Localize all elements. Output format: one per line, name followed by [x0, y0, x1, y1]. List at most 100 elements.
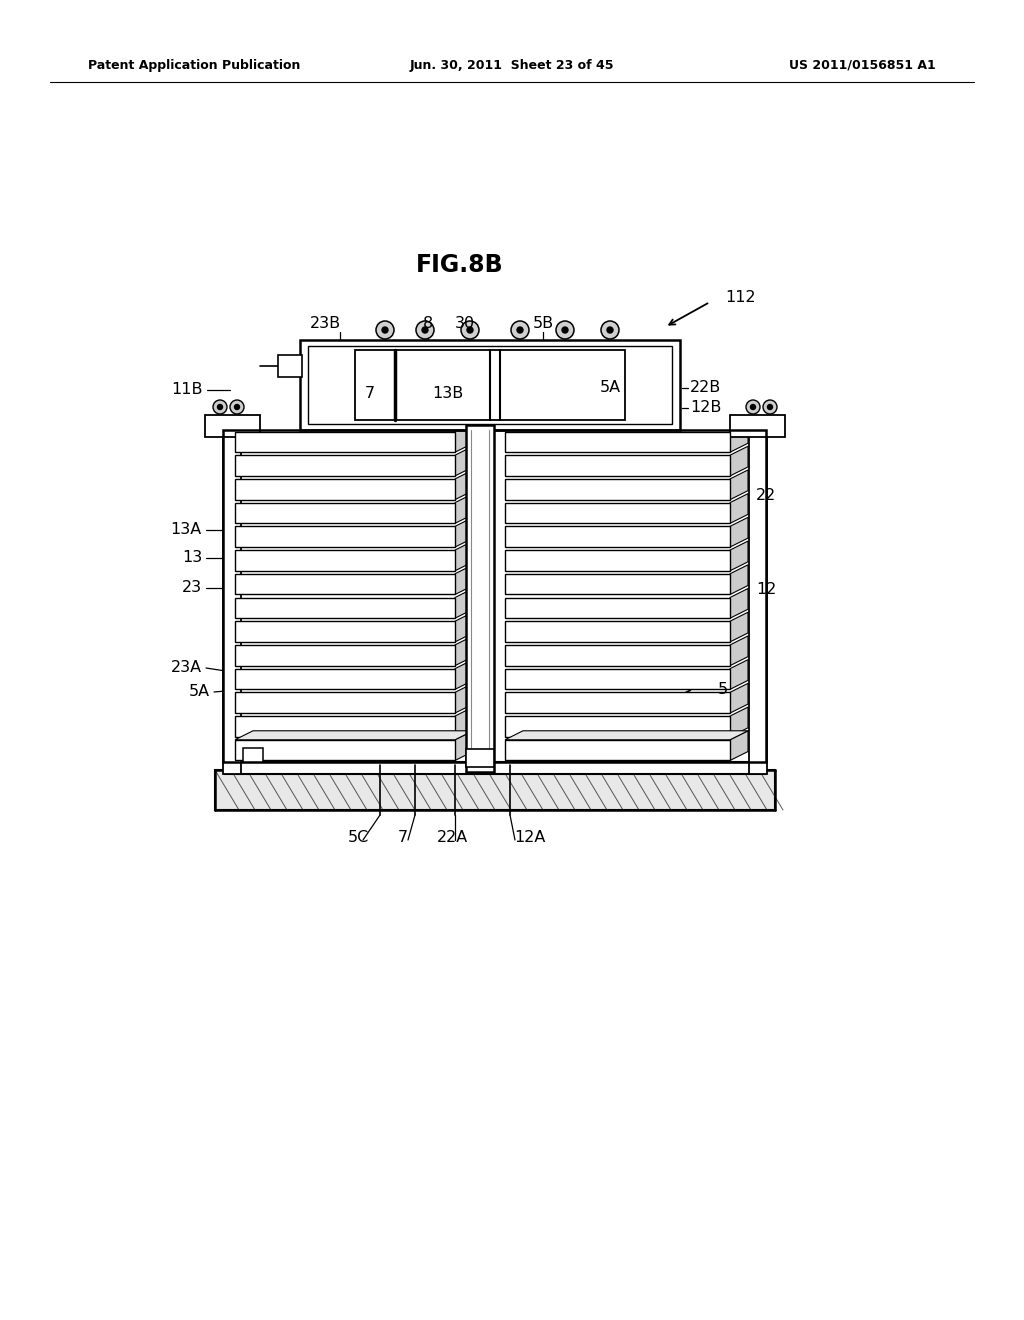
Polygon shape — [455, 422, 473, 453]
Polygon shape — [455, 612, 473, 642]
Bar — [466, 425, 494, 772]
Text: 12A: 12A — [514, 829, 546, 845]
Circle shape — [422, 327, 428, 333]
Circle shape — [461, 321, 479, 339]
Bar — [505, 527, 730, 546]
Polygon shape — [730, 517, 748, 546]
Text: 8: 8 — [423, 315, 433, 330]
Polygon shape — [455, 470, 473, 500]
Text: 22: 22 — [756, 487, 776, 503]
Polygon shape — [730, 612, 748, 642]
Bar — [730, 414, 785, 437]
Text: 30: 30 — [455, 315, 475, 330]
Circle shape — [751, 404, 756, 409]
Polygon shape — [234, 731, 473, 739]
Circle shape — [562, 327, 568, 333]
Polygon shape — [730, 494, 748, 523]
Bar — [234, 598, 455, 618]
Polygon shape — [730, 708, 748, 737]
Polygon shape — [730, 660, 748, 689]
Polygon shape — [455, 636, 473, 665]
Bar — [234, 432, 455, 453]
Text: US 2011/0156851 A1: US 2011/0156851 A1 — [790, 58, 936, 71]
Polygon shape — [455, 684, 473, 713]
Bar — [505, 622, 730, 642]
Circle shape — [467, 327, 473, 333]
Text: 7: 7 — [365, 385, 375, 400]
Text: 12: 12 — [756, 582, 776, 598]
Bar — [234, 645, 455, 665]
Bar — [505, 598, 730, 618]
Text: 13B: 13B — [432, 385, 464, 400]
Text: 112: 112 — [725, 290, 756, 305]
Polygon shape — [505, 731, 748, 739]
Text: FIG.8B: FIG.8B — [416, 253, 504, 277]
Text: 11B: 11B — [171, 383, 203, 397]
Bar — [505, 669, 730, 689]
Text: 13A: 13A — [171, 523, 202, 537]
Polygon shape — [455, 541, 473, 570]
Text: 23: 23 — [182, 581, 202, 595]
Bar — [505, 645, 730, 665]
Text: Patent Application Publication: Patent Application Publication — [88, 58, 300, 71]
Bar — [466, 748, 494, 767]
Text: 23A: 23A — [171, 660, 202, 676]
Text: 7: 7 — [398, 829, 408, 845]
Bar — [234, 715, 455, 737]
Bar — [205, 414, 260, 437]
Polygon shape — [730, 470, 748, 500]
Bar — [234, 455, 455, 477]
Bar — [234, 574, 455, 594]
Polygon shape — [730, 565, 748, 594]
Bar — [505, 739, 730, 760]
Bar — [225, 762, 765, 774]
Bar — [278, 355, 302, 378]
Circle shape — [416, 321, 434, 339]
Polygon shape — [730, 446, 748, 477]
Bar — [234, 527, 455, 546]
Circle shape — [517, 327, 523, 333]
Polygon shape — [455, 494, 473, 523]
Polygon shape — [730, 684, 748, 713]
Polygon shape — [730, 731, 748, 760]
Circle shape — [234, 404, 240, 409]
Text: 22B: 22B — [690, 380, 721, 396]
Polygon shape — [730, 636, 748, 665]
Bar — [505, 693, 730, 713]
Circle shape — [217, 404, 222, 409]
Bar — [234, 479, 455, 500]
Bar — [215, 770, 775, 810]
Circle shape — [768, 404, 772, 409]
Bar — [234, 739, 455, 760]
Bar — [223, 420, 241, 774]
Bar — [234, 550, 455, 570]
Text: 13: 13 — [181, 550, 202, 565]
Polygon shape — [455, 660, 473, 689]
Circle shape — [382, 327, 388, 333]
Bar — [300, 341, 680, 430]
Text: 22A: 22A — [436, 829, 468, 845]
Text: 5B: 5B — [532, 315, 554, 330]
Bar — [243, 748, 263, 762]
Polygon shape — [455, 589, 473, 618]
Bar — [234, 622, 455, 642]
Bar — [505, 455, 730, 477]
Bar — [234, 669, 455, 689]
Bar — [234, 693, 455, 713]
Bar — [749, 420, 767, 774]
Circle shape — [213, 400, 227, 414]
Bar — [505, 550, 730, 570]
Text: 5C: 5C — [347, 829, 369, 845]
Bar — [505, 715, 730, 737]
Circle shape — [230, 400, 244, 414]
Text: Jun. 30, 2011  Sheet 23 of 45: Jun. 30, 2011 Sheet 23 of 45 — [410, 58, 614, 71]
Circle shape — [376, 321, 394, 339]
Bar — [493, 430, 766, 762]
Text: 23B: 23B — [309, 315, 341, 330]
Polygon shape — [730, 422, 748, 453]
Bar — [505, 503, 730, 523]
Polygon shape — [455, 731, 473, 760]
Bar — [505, 432, 730, 453]
Bar — [308, 346, 672, 424]
Bar — [223, 430, 490, 762]
